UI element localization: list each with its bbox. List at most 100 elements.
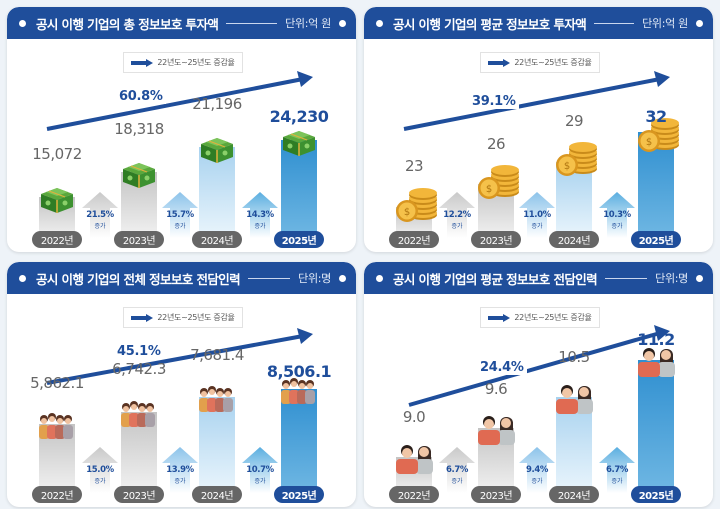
year-label: 2025년 <box>631 486 681 503</box>
trend-percentage: 60.8% <box>116 89 166 104</box>
year-label: 2022년 <box>389 486 439 503</box>
bar-column: 21,196 2024년 <box>192 7 242 252</box>
panel-title: 공시 이행 기업의 전체 정보보호 전담인력 <box>36 271 241 287</box>
bar-value: 7,681.4 <box>190 346 244 364</box>
svg-text:$: $ <box>404 207 410 218</box>
year-label: 2023년 <box>114 486 164 503</box>
growth-percentage: 10.3% <box>603 210 631 220</box>
arrow-up-icon <box>519 447 555 493</box>
growth-percentage: 9.4% <box>526 465 548 475</box>
coin-stack-icon: $ <box>394 185 437 222</box>
panel-header: 공시 이행 기업의 총 정보보호 투자액 단위:억 원 <box>7 7 356 39</box>
bar-value: 11.2 <box>637 330 675 349</box>
people-group-icon <box>279 374 319 404</box>
bullet-dot-icon <box>376 274 383 282</box>
year-label: 2025년 <box>274 231 324 248</box>
growth-percentage: 21.5% <box>86 210 114 220</box>
svg-text:$: $ <box>646 137 652 148</box>
year-label: 2022년 <box>32 486 82 503</box>
bar <box>281 140 317 238</box>
bar-value: 24,230 <box>269 107 329 126</box>
growth-suffix: 증가 <box>451 223 463 230</box>
chart-panel-3: 공시 이행 기업의 전체 정보보호 전담인력 단위:명 22년도~25년도 증감… <box>7 262 356 507</box>
growth-percentage: 13.9% <box>166 465 194 475</box>
growth-suffix: 증가 <box>451 478 463 485</box>
money-stack-icon <box>279 125 319 156</box>
arrow-up-icon <box>242 447 278 493</box>
bar-value: 8,506.1 <box>266 362 332 381</box>
bar-value: 23 <box>404 157 424 175</box>
legend-label: 22년도~25년도 증감율 <box>514 58 592 67</box>
people-group-icon <box>197 382 237 412</box>
header-divider <box>594 22 635 24</box>
arrow-up-icon <box>439 192 475 238</box>
growth-up-arrow: 10.3% 증가 <box>599 192 635 238</box>
unit-label: 단위:명 <box>298 272 331 285</box>
bar <box>199 397 235 493</box>
growth-percentage: 15.7% <box>166 210 194 220</box>
growth-percentage: 6.7% <box>446 465 468 475</box>
growth-suffix: 증가 <box>174 223 186 230</box>
bar-column: 15,072 2022년 <box>32 7 82 252</box>
arrow-up-icon <box>599 447 635 493</box>
bar-value: 9.0 <box>402 408 426 426</box>
growth-up-arrow: 6.7% 증가 <box>439 447 475 493</box>
money-stack-icon <box>119 157 159 188</box>
bar-column: 24,230 2025년 <box>270 7 329 252</box>
people-pair-icon <box>636 345 676 377</box>
arrow-right-icon <box>488 313 511 322</box>
growth-suffix: 증가 <box>611 223 623 230</box>
bar-column: $32 2025년 <box>631 7 681 252</box>
bar-value: 18,318 <box>114 120 164 138</box>
year-label: 2025년 <box>631 231 681 248</box>
bar-column: 9.6 2023년 <box>471 262 521 507</box>
growth-up-arrow: 9.4% 증가 <box>519 447 555 493</box>
legend-label: 22년도~25년도 증감율 <box>157 58 235 67</box>
arrow-up-icon <box>162 447 198 493</box>
year-label: 2024년 <box>192 231 242 248</box>
arrow-right-icon <box>488 58 511 67</box>
growth-percentage: 10.7% <box>246 465 274 475</box>
growth-suffix: 증가 <box>254 478 266 485</box>
bar-column: 7,681.4 2024년 <box>190 262 244 507</box>
growth-up-arrow: 13.9% 증가 <box>162 447 198 493</box>
header-divider <box>226 22 278 24</box>
bar-value: 15,072 <box>32 145 82 163</box>
growth-up-arrow: 15.0% 증가 <box>82 447 118 493</box>
people-pair-icon <box>394 442 434 474</box>
chart-panel-4: 공시 이행 기업의 평균 정보보호 전담인력 단위:명 22년도~25년도 증감… <box>364 262 713 507</box>
year-label: 2024년 <box>549 231 599 248</box>
panel-title: 공시 이행 기업의 총 정보보호 투자액 <box>36 16 219 32</box>
arrow-up-icon <box>242 192 278 238</box>
bullet-dot-icon <box>339 274 346 282</box>
panel-header: 공시 이행 기업의 평균 정보보호 투자액 단위:억 원 <box>364 7 713 39</box>
growth-suffix: 증가 <box>174 478 186 485</box>
money-stack-icon <box>197 132 237 163</box>
growth-percentage: 12.2% <box>443 210 471 220</box>
year-label: 2023년 <box>471 486 521 503</box>
growth-up-arrow: 11.0% 증가 <box>519 192 555 238</box>
coin-stack-icon: $ <box>554 139 597 176</box>
growth-percentage: 11.0% <box>523 210 551 220</box>
trend-percentage: 45.1% <box>114 344 164 359</box>
arrow-up-icon <box>162 192 198 238</box>
growth-suffix: 증가 <box>531 223 543 230</box>
header-divider <box>248 277 291 279</box>
growth-suffix: 증가 <box>531 478 543 485</box>
arrow-right-icon <box>131 313 154 322</box>
growth-up-arrow: 10.7% 증가 <box>242 447 278 493</box>
bar-value: 5,862.1 <box>30 374 84 392</box>
bar-column: $29 2024년 <box>549 7 599 252</box>
arrow-up-icon <box>599 192 635 238</box>
panel-header: 공시 이행 기업의 전체 정보보호 전담인력 단위:명 <box>7 262 356 294</box>
growth-up-arrow: 15.7% 증가 <box>162 192 198 238</box>
arrow-up-icon <box>82 447 118 493</box>
unit-label: 단위:억 원 <box>642 17 688 30</box>
growth-suffix: 증가 <box>94 223 106 230</box>
bullet-dot-icon <box>696 274 703 282</box>
growth-percentage: 6.7% <box>606 465 628 475</box>
bullet-dot-icon <box>19 19 26 27</box>
coin-stack-icon: $ <box>476 162 519 199</box>
growth-percentage: 15.0% <box>86 465 114 475</box>
arrow-right-icon <box>131 58 154 67</box>
